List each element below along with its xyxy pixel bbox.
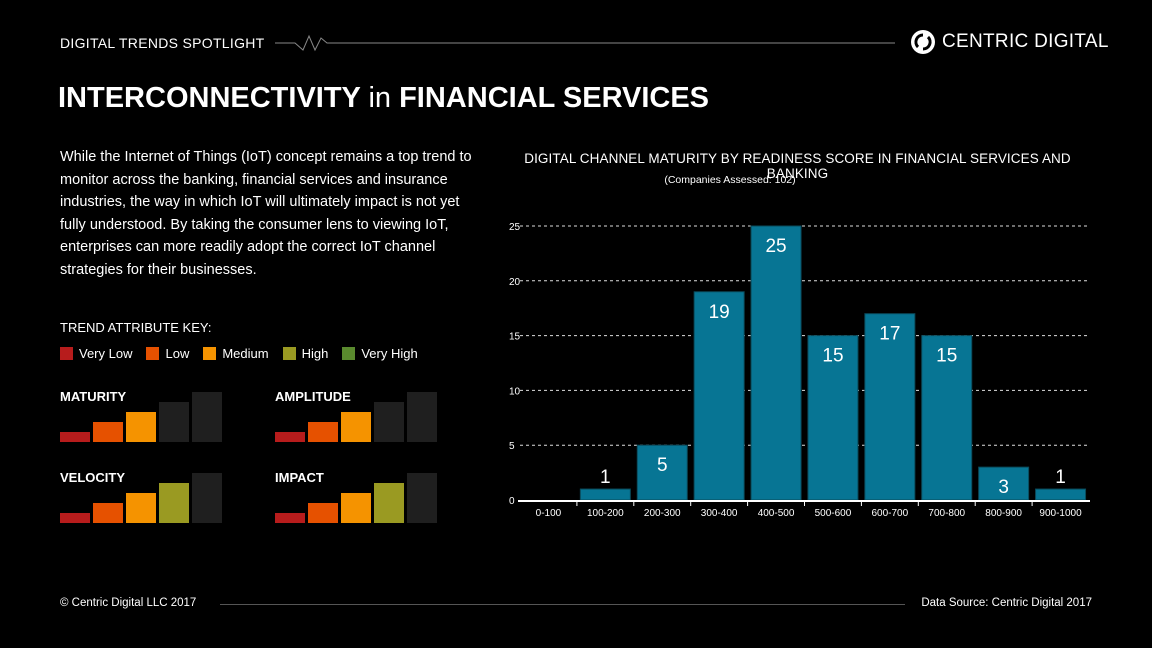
- legend-label: Low: [165, 346, 190, 361]
- level-bar: [275, 513, 305, 523]
- legend-swatch: [60, 347, 73, 360]
- legend-label: High: [301, 346, 329, 361]
- copyright: © Centric Digital LLC 2017: [60, 597, 197, 609]
- y-tick-label: 5: [509, 441, 515, 452]
- level-bar: [159, 402, 189, 442]
- legend-swatch: [342, 347, 356, 360]
- bar: [864, 313, 916, 501]
- data-label: 1: [1055, 467, 1066, 488]
- level-bar: [93, 422, 123, 442]
- attribute-velocity: VELOCITY: [60, 470, 230, 523]
- attribute-label: IMPACT: [275, 470, 324, 485]
- level-bar: [60, 432, 90, 442]
- y-tick-label: 25: [509, 222, 521, 233]
- legend-label: Very Low: [79, 346, 133, 361]
- x-tick-label: 100-200: [587, 508, 624, 519]
- y-tick-label: 20: [509, 277, 521, 288]
- x-tick-label: 400-500: [758, 508, 795, 519]
- data-label: 15: [936, 346, 957, 367]
- y-tick-label: 10: [509, 386, 521, 397]
- x-tick-label: 600-700: [871, 508, 908, 519]
- intro-paragraph: While the Internet of Things (IoT) conce…: [60, 149, 472, 278]
- page-title: INTERCONNECTIVITY in FINANCIAL SERVICES: [58, 82, 709, 115]
- x-tick-label: 300-400: [701, 508, 738, 519]
- attribute-label: VELOCITY: [60, 470, 126, 485]
- attribute-label: MATURITY: [60, 389, 127, 404]
- legend-item: Medium: [203, 346, 269, 361]
- kicker: DIGITAL TRENDS SPOTLIGHT: [60, 35, 265, 51]
- chart-subtitle: (Companies Assessed: 102): [664, 174, 796, 186]
- legend-swatch: [146, 347, 160, 360]
- x-tick-label: 900-1000: [1039, 508, 1082, 519]
- title-part: in: [368, 82, 392, 114]
- level-bar: [341, 412, 371, 442]
- legend-item: Very High: [342, 346, 418, 361]
- level-bar: [374, 483, 404, 523]
- attribute-maturity: MATURITY: [60, 389, 230, 442]
- pulse-divider: [275, 34, 895, 52]
- level-bar: [275, 432, 305, 442]
- legend-item: Very Low: [60, 346, 132, 361]
- bar: [921, 335, 973, 501]
- level-bar: [308, 422, 338, 442]
- data-source: Data Source: Centric Digital 2017: [921, 597, 1092, 609]
- bar: [579, 488, 631, 501]
- level-bar: [126, 412, 156, 442]
- level-bar: [341, 493, 371, 523]
- legend-item: High: [282, 346, 329, 361]
- level-bar: [159, 483, 189, 523]
- data-label: 5: [657, 455, 668, 476]
- x-tick-label: 500-600: [815, 508, 852, 519]
- x-tick-label: 200-300: [644, 508, 681, 519]
- bar: [807, 335, 859, 501]
- chart-title: DIGITAL CHANNEL MATURITY BY READINESS SC…: [524, 151, 1071, 181]
- data-label: 17: [879, 324, 900, 345]
- bar: [636, 444, 688, 501]
- level-bar: [93, 503, 123, 523]
- brand-logo: CENTRIC DIGITAL: [910, 29, 1109, 55]
- legend: Very Low Low Medium High Very High: [60, 346, 418, 361]
- attribute-amplitude: AMPLITUDE: [275, 389, 445, 442]
- legend-label: Very High: [361, 346, 418, 361]
- x-tick-label: 800-900: [985, 508, 1022, 519]
- level-bar: [407, 473, 437, 523]
- title-part: INTERCONNECTIVITY: [58, 82, 361, 114]
- level-bar: [308, 503, 338, 523]
- circular-arrows-logo-icon: [911, 30, 935, 54]
- legend-item: Low: [146, 346, 189, 361]
- bar: [693, 291, 745, 501]
- level-bar: [126, 493, 156, 523]
- data-label: 15: [822, 346, 843, 367]
- data-label: 25: [765, 236, 786, 257]
- y-tick-label: 15: [509, 332, 521, 343]
- legend-swatch: [203, 347, 217, 360]
- level-bar: [192, 392, 222, 442]
- data-label: 1: [600, 467, 611, 488]
- title-part: FINANCIAL SERVICES: [399, 82, 710, 114]
- bar: [750, 225, 802, 501]
- x-tick-label: 0-100: [536, 508, 562, 519]
- attribute-label: AMPLITUDE: [275, 389, 351, 404]
- x-tick-label: 700-800: [928, 508, 965, 519]
- y-tick-label: 0: [509, 496, 515, 507]
- bar: [1035, 488, 1087, 501]
- brand-name: CENTRIC DIGITAL: [942, 31, 1109, 52]
- legend-swatch: [282, 347, 296, 360]
- level-bar: [60, 513, 90, 523]
- legend-label: Medium: [222, 346, 269, 361]
- footer-divider: [220, 604, 905, 605]
- level-bar: [407, 392, 437, 442]
- key-heading: TREND ATTRIBUTE KEY:: [60, 320, 212, 335]
- level-bar: [374, 402, 404, 442]
- data-label: 19: [709, 302, 730, 323]
- attribute-impact: IMPACT: [275, 470, 445, 523]
- data-label: 3: [998, 477, 1009, 498]
- level-bar: [192, 473, 222, 523]
